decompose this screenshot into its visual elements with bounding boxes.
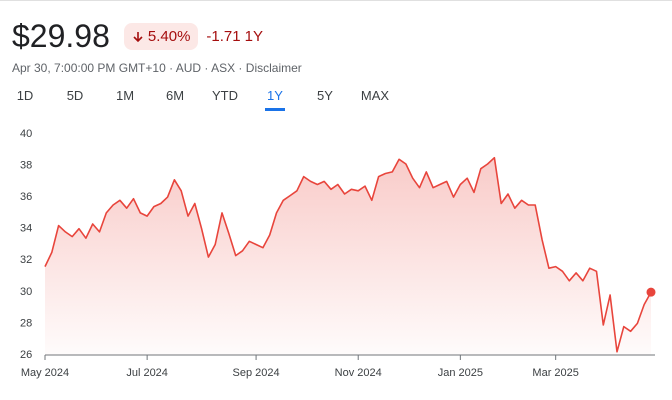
range-tab[interactable]: 5Y bbox=[300, 88, 350, 109]
x-tick-label: Nov 2024 bbox=[335, 367, 382, 379]
range-tab-label[interactable]: 5D bbox=[66, 88, 84, 103]
last-point bbox=[646, 287, 656, 297]
y-tick-label: 30 bbox=[20, 286, 32, 298]
range-tab-label[interactable]: MAX bbox=[360, 88, 390, 103]
y-tick-label: 28 bbox=[20, 317, 32, 329]
range-tab[interactable]: MAX bbox=[350, 88, 400, 109]
y-tick-label: 40 bbox=[20, 128, 32, 140]
y-tick-label: 36 bbox=[20, 191, 32, 203]
y-tick-label: 26 bbox=[20, 349, 32, 361]
change-period: 1Y bbox=[244, 28, 263, 45]
range-tab[interactable]: 6M bbox=[150, 88, 200, 109]
y-tick-label: 38 bbox=[20, 159, 32, 171]
quote-header: $29.98 5.40% -1.71 1Y bbox=[12, 18, 263, 55]
y-tick-label: 34 bbox=[20, 223, 32, 235]
range-tab-label[interactable]: 6M bbox=[165, 88, 185, 103]
x-tick-label: Jul 2024 bbox=[126, 367, 168, 379]
change-value: -1.71 bbox=[206, 28, 241, 45]
x-tick-label: May 2024 bbox=[21, 367, 69, 379]
line bbox=[44, 156, 652, 353]
down-arrow bbox=[133, 31, 143, 42]
range-tab[interactable]: 1M bbox=[100, 88, 150, 109]
area bbox=[45, 157, 651, 355]
change-percent: 5.40% bbox=[147, 28, 191, 45]
x-tick-label: Mar 2025 bbox=[532, 367, 578, 379]
subtitle: Apr 30, 7:00:00 PM GMT+10 · AUD · ASX · bbox=[12, 61, 243, 75]
range-tab[interactable]: 1Y bbox=[250, 88, 300, 111]
x-tick-label: Jan 2025 bbox=[438, 367, 483, 379]
range-tab-label[interactable]: 1Y bbox=[265, 88, 285, 111]
y-tick-label: 32 bbox=[20, 254, 32, 266]
change-badge: 5.40% bbox=[123, 23, 199, 50]
x-tick-label: Sep 2024 bbox=[233, 367, 280, 379]
disclaimer-link[interactable]: Disclaimer bbox=[245, 61, 302, 75]
range-tabs: 1D 5D 1M 6M YTD 1Y 5Y MAX bbox=[0, 88, 400, 111]
range-tab-label[interactable]: YTD bbox=[212, 88, 238, 103]
range-tab-label[interactable]: 5Y bbox=[317, 88, 333, 103]
price: $29.98 bbox=[12, 18, 110, 54]
subtitle-row: Apr 30, 7:00:00 PM GMT+10 · AUD · ASX · … bbox=[12, 61, 302, 75]
range-tab[interactable]: YTD bbox=[200, 88, 250, 109]
range-tab[interactable]: 5D bbox=[50, 88, 100, 109]
range-tab-label[interactable]: 1M bbox=[115, 88, 135, 103]
range-tab-label[interactable]: 1D bbox=[16, 88, 34, 103]
range-tab[interactable]: 1D bbox=[0, 88, 50, 109]
